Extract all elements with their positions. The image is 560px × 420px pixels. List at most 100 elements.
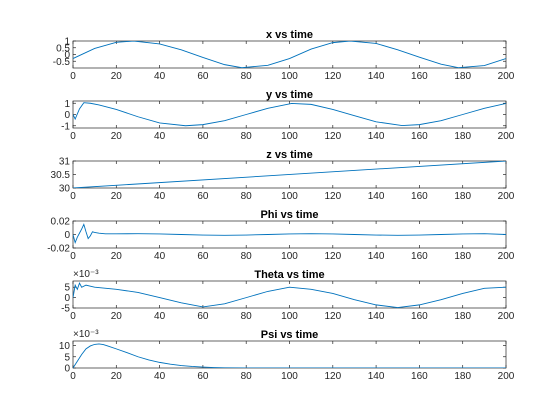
y-tick-label: 0 — [64, 50, 70, 61]
series-line — [73, 102, 506, 127]
x-tick-label: 180 — [454, 131, 471, 142]
x-tick-label: 20 — [111, 371, 123, 382]
x-tick-label: 20 — [111, 251, 123, 262]
y-tick-label: 0 — [64, 364, 70, 375]
y-tick-label: 1 — [64, 99, 70, 110]
x-tick-label: 140 — [368, 251, 385, 262]
y-tick-label: 31 — [59, 157, 71, 168]
x-tick-label: 160 — [411, 191, 428, 202]
x-tick-label: 0 — [70, 311, 76, 322]
x-tick-label: 200 — [498, 131, 515, 142]
subplot-title: x vs time — [266, 29, 313, 41]
x-tick-label: 180 — [454, 371, 471, 382]
x-tick-label: 40 — [154, 131, 166, 142]
y-tick-label: 1 — [64, 37, 70, 48]
y-tick-label: -0.5 — [53, 57, 71, 68]
y-tick-label: 30 — [59, 184, 71, 195]
series-line — [73, 41, 506, 68]
x-tick-label: 140 — [368, 311, 385, 322]
subplot-title: z vs time — [266, 149, 312, 161]
y-tick-label: 10 — [59, 341, 71, 352]
x-tick-label: 40 — [154, 371, 166, 382]
x-tick-label: 180 — [454, 311, 471, 322]
x-tick-label: 20 — [111, 191, 123, 202]
x-tick-label: 120 — [324, 251, 341, 262]
x-tick-label: 200 — [498, 371, 515, 382]
series-line — [73, 343, 506, 368]
x-tick-label: 100 — [281, 371, 298, 382]
x-tick-label: 80 — [241, 131, 253, 142]
x-tick-label: 40 — [154, 251, 166, 262]
x-tick-label: 40 — [154, 191, 166, 202]
x-tick-label: 0 — [70, 251, 76, 262]
x-tick-label: 0 — [70, 71, 76, 82]
x-tick-label: 80 — [241, 311, 253, 322]
x-tick-label: 100 — [281, 191, 298, 202]
y-tick-label: 0.02 — [51, 217, 71, 228]
x-tick-label: 80 — [241, 371, 253, 382]
x-tick-label: 140 — [368, 131, 385, 142]
x-tick-label: 20 — [111, 311, 123, 322]
x-tick-label: 120 — [324, 371, 341, 382]
x-tick-label: 180 — [454, 191, 471, 202]
x-tick-label: 120 — [324, 71, 341, 82]
x-tick-label: 20 — [111, 131, 123, 142]
x-tick-label: 160 — [411, 311, 428, 322]
x-tick-label: 100 — [281, 311, 298, 322]
x-tick-label: 160 — [411, 251, 428, 262]
subplot-6: Psi vs time 0 20 40 60 80 100 120 140 160 180 200 05… — [59, 329, 515, 382]
y-tick-label: -0.02 — [47, 244, 70, 255]
y-tick-label: 5 — [64, 283, 70, 294]
x-tick-label: 140 — [368, 191, 385, 202]
x-tick-label: 60 — [197, 251, 209, 262]
axes-box — [72, 40, 507, 69]
y-tick-label: -5 — [61, 304, 70, 315]
x-tick-label: 60 — [197, 311, 209, 322]
subplot-title: Phi vs time — [260, 209, 318, 221]
x-tick-label: 40 — [154, 311, 166, 322]
subplot-title: Psi vs time — [261, 329, 318, 341]
y-tick-label: 0 — [64, 293, 70, 304]
y-tick-label: -1 — [61, 121, 70, 132]
x-tick-label: 60 — [197, 71, 209, 82]
x-tick-label: 180 — [454, 71, 471, 82]
x-tick-label: 200 — [498, 311, 515, 322]
x-tick-label: 100 — [281, 251, 298, 262]
y-tick-label: 5 — [64, 352, 70, 363]
x-tick-label: 0 — [70, 191, 76, 202]
x-tick-label: 120 — [324, 131, 341, 142]
x-tick-label: 160 — [411, 71, 428, 82]
y-tick-label: 30.5 — [51, 170, 71, 181]
x-tick-label: 200 — [498, 71, 515, 82]
x-tick-label: 200 — [498, 251, 515, 262]
x-tick-label: 80 — [241, 251, 253, 262]
x-tick-label: 160 — [411, 131, 428, 142]
x-tick-label: 200 — [498, 191, 515, 202]
y-tick-label: 0 — [64, 110, 70, 121]
x-tick-label: 80 — [241, 71, 253, 82]
x-tick-label: 0 — [70, 131, 76, 142]
subplot-title: Theta vs time — [254, 269, 324, 281]
axes-box — [72, 280, 507, 309]
x-tick-label: 120 — [324, 311, 341, 322]
subplot-title: y vs time — [266, 89, 313, 101]
x-tick-label: 120 — [324, 191, 341, 202]
axes-box — [72, 340, 507, 369]
x-tick-label: 140 — [368, 71, 385, 82]
x-tick-label: 80 — [241, 191, 253, 202]
y-tick-label: 0.5 — [56, 43, 70, 54]
x-tick-label: 180 — [454, 251, 471, 262]
x-tick-label: 100 — [281, 131, 298, 142]
x-tick-label: 60 — [197, 131, 209, 142]
x-tick-label: 40 — [154, 71, 166, 82]
subplot-4: Phi vs time 0 20 40 60 80 100 120 140 160 180 200 -0… — [47, 209, 515, 262]
x-tick-label: 0 — [70, 371, 76, 382]
x-tick-label: 60 — [197, 191, 209, 202]
x-tick-label: 140 — [368, 371, 385, 382]
y-axis-multiplier: ×10⁻³ — [73, 269, 99, 280]
x-tick-label: 100 — [281, 71, 298, 82]
subplot-3: z vs time 0 20 40 60 80 100 120 140 160 180 200 30 30… — [51, 149, 515, 202]
x-tick-label: 160 — [411, 371, 428, 382]
subplot-5: Theta vs time 0 20 40 60 80 100 120 140 160 180 200… — [61, 269, 515, 322]
